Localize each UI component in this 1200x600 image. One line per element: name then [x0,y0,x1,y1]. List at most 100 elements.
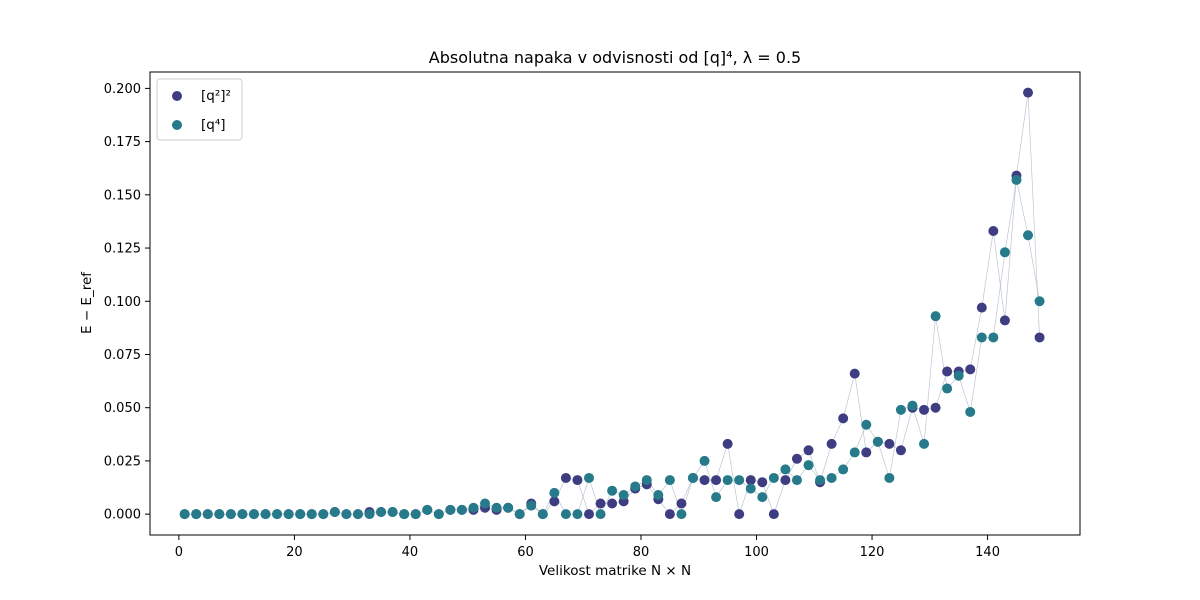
series-1-point [456,504,467,515]
series-0-point [722,438,733,449]
series-1-point [930,311,941,322]
series-1-point [815,475,826,486]
series-0-point [919,404,930,415]
y-tick-label: 0.200 [104,82,141,97]
series-1-point [526,500,537,511]
series-1-point [768,472,779,483]
series-0-point [734,509,745,520]
series-0-point [757,477,768,488]
chart-title: Absolutna napaka v odvisnosti od [q]⁴, λ… [429,48,801,67]
series-1-point [618,489,629,500]
series-0-point [676,498,687,509]
series-1-point [445,504,456,515]
series-1-point [826,472,837,483]
series-1-point [895,404,906,415]
series-1-point [329,507,340,518]
series-1-point [872,436,883,447]
series-0-point [745,475,756,486]
series-1-point [988,332,999,343]
series-1-point [641,475,652,486]
series-1-point [976,332,987,343]
series-1-point [953,370,964,381]
series-1-point [734,475,745,486]
series-1-point [306,509,317,520]
series-1-point [607,485,618,496]
series-1-point [376,507,387,518]
y-tick-label: 0.025 [104,454,141,469]
series-0-point [884,438,895,449]
plot-frame [149,71,1081,536]
series-0-point [768,509,779,520]
series-1-point [352,509,363,520]
series-1-point [791,475,802,486]
series-1-point [1011,174,1022,185]
series-1-point [237,509,248,520]
y-tick-label: 0.050 [104,401,141,416]
series-1-point [722,475,733,486]
x-tick-label: 40 [402,545,419,560]
series-1-point [919,438,930,449]
series-1-point [965,406,976,417]
x-tick-label: 80 [633,545,650,560]
series-1-point [560,509,571,520]
series-0-point [1023,87,1034,98]
series-1-point [537,509,548,520]
series-1-point [399,509,410,520]
series-1-point [480,498,491,509]
series-1-point [225,509,236,520]
series-1-point [549,487,560,498]
series-1-point [861,419,872,430]
legend-label-q2-squared: [q²]² [201,88,231,104]
y-tick-label: 0.150 [104,188,141,203]
series-0-point [549,496,560,507]
series-0-point [861,447,872,458]
y-tick-label: 0.075 [104,348,141,363]
y-tick-label: 0.100 [104,295,141,310]
series-1-point [491,502,502,513]
series-0-point [838,413,849,424]
series-0-point [560,472,571,483]
legend-marker-q2-squared [172,91,182,101]
series-0-point [895,445,906,456]
series-1-point [907,400,918,411]
series-0-point [930,402,941,413]
series-1-point [630,481,641,492]
y-tick-label: 0.125 [104,242,141,257]
legend-label-q4: [q⁴] [201,117,226,133]
series-1-point [341,509,352,520]
x-axis-label: Velikost matrike N × N [539,563,691,579]
series-0-point [711,475,722,486]
series-1-point [272,509,283,520]
series-1-point [942,383,953,394]
series-points [179,87,1045,520]
series-1-point [1034,296,1045,307]
y-tick-label: 0.175 [104,135,141,150]
series-1-point [260,509,271,520]
series-0-point [803,445,814,456]
series-1-point [364,509,375,520]
series-1-point [884,472,895,483]
series-0-point [607,498,618,509]
series-1-point [214,509,225,520]
series-1-point [711,492,722,503]
series-0-point [849,368,860,379]
series-1-point [780,464,791,475]
series-1-point [745,483,756,494]
series-1-point [433,509,444,520]
series-1-point [295,509,306,520]
series-0-point [664,509,675,520]
series-1-point [1023,230,1034,241]
series-1-point [572,509,583,520]
series-1-point [191,509,202,520]
series-0-point [999,315,1010,326]
series-0-point [699,475,710,486]
x-tick-label: 120 [860,545,885,560]
series-0-point [988,226,999,237]
x-tick-label: 140 [975,545,1000,560]
series-0-point [780,475,791,486]
series-1-point [179,509,190,520]
series-0-point [942,366,953,377]
series-1-point [595,509,606,520]
series-1-point [664,475,675,486]
series-0-point [584,509,595,520]
